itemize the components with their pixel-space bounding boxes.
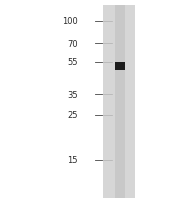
Text: 15: 15 (67, 156, 78, 165)
Text: 25: 25 (67, 111, 78, 120)
Text: 35: 35 (67, 90, 78, 99)
Text: 55: 55 (67, 58, 78, 67)
Bar (116, 6, 125, 198)
Text: 70: 70 (67, 39, 78, 48)
Text: 100: 100 (62, 17, 78, 26)
Bar (103, 6, 135, 198)
Bar (115, 63, 125, 71)
